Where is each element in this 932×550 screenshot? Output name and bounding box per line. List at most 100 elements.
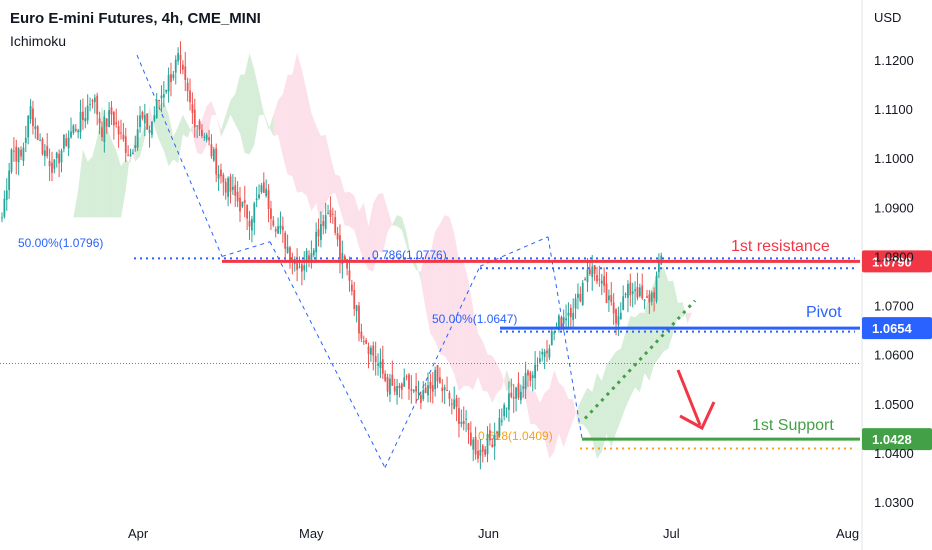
candle-body <box>358 305 360 334</box>
candle-body <box>132 152 134 155</box>
candle-body <box>41 138 44 155</box>
candle-body <box>239 197 241 212</box>
candle-body <box>408 374 410 390</box>
cloud-segment <box>692 293 697 313</box>
candle-body <box>567 312 570 316</box>
cloud-segment <box>577 396 583 425</box>
cloud-segment <box>130 134 136 164</box>
candle-body <box>215 148 218 175</box>
candle-body <box>510 392 513 397</box>
cloud-segment <box>278 94 283 157</box>
candle-body <box>84 118 87 122</box>
candle-body <box>53 159 56 169</box>
candle-body <box>458 408 460 425</box>
cloud-segment <box>240 74 245 154</box>
cloud-segment <box>473 308 478 390</box>
cloud-segment <box>263 112 269 130</box>
candle-body <box>10 149 13 172</box>
candle-body <box>650 292 653 302</box>
cloud-segment <box>159 101 164 151</box>
candle-body <box>272 220 275 226</box>
candle-body <box>222 174 225 183</box>
candle-body <box>596 275 598 282</box>
level-name-label: 1st Support <box>752 417 834 434</box>
candle-body <box>112 111 115 126</box>
candle-body <box>572 312 575 320</box>
cloud-segment <box>406 232 412 261</box>
candle-body <box>98 118 101 124</box>
candle-body <box>346 259 348 269</box>
candle-body <box>129 154 132 156</box>
candle-body <box>519 392 522 401</box>
candle-body <box>298 266 301 268</box>
candle-body <box>151 121 153 135</box>
cloud-segment <box>173 126 179 164</box>
candle-body <box>236 191 239 202</box>
cloud-segment <box>625 315 631 408</box>
cloud-segment <box>435 223 440 355</box>
cloud-segment <box>359 202 364 261</box>
cloud-segment <box>597 373 602 459</box>
cloud-segment <box>573 399 578 425</box>
cloud-segment <box>592 373 597 459</box>
cloud-segment <box>178 114 183 164</box>
candle-body <box>165 89 168 93</box>
candle-body <box>62 134 65 149</box>
candles <box>1 41 663 470</box>
candle-body <box>377 363 379 366</box>
candle-body <box>174 59 177 73</box>
candle-body <box>229 176 232 192</box>
candle-body <box>396 385 398 395</box>
cloud-segment <box>568 398 574 433</box>
cloud-segment <box>140 125 145 157</box>
cloud-segment <box>216 114 221 138</box>
cloud-segment <box>182 114 188 138</box>
cloud-segment <box>501 369 507 392</box>
candle-body <box>419 395 422 403</box>
candle-body <box>469 432 472 445</box>
candle-body <box>550 331 553 346</box>
candle-body <box>569 308 572 318</box>
candle-body <box>220 169 222 177</box>
candle-body <box>103 116 106 142</box>
candle-body <box>503 404 506 417</box>
candle-body <box>524 373 527 390</box>
candle-body <box>110 107 113 115</box>
cloud-segment <box>339 176 345 226</box>
candle-body <box>619 312 622 320</box>
cloud-segment <box>587 387 593 440</box>
candle-body <box>17 148 20 163</box>
candle-body <box>631 291 634 294</box>
candle-body <box>315 231 318 253</box>
cloud-segment <box>235 74 240 134</box>
chart-title: Euro E-mini Futures, 4h, CME_MINI <box>10 10 261 27</box>
candle-body <box>160 95 163 99</box>
candle-body <box>300 264 303 272</box>
candle-body <box>481 445 484 452</box>
cloud-segment <box>397 215 402 231</box>
candle-body <box>24 137 27 144</box>
candle-body <box>89 103 91 105</box>
time-axis: Apr May Jun Jul Aug <box>128 526 859 541</box>
candle-body <box>255 198 258 201</box>
candle-body <box>203 136 206 138</box>
candle-body <box>186 82 189 92</box>
candle-body <box>491 444 494 448</box>
candle-body <box>96 95 99 115</box>
candle-body <box>558 315 560 330</box>
candle-body <box>91 100 94 102</box>
candle-body <box>20 149 22 157</box>
candle-body <box>170 74 172 82</box>
candle-body <box>227 178 229 197</box>
candle-body <box>210 144 213 157</box>
cloud-segment <box>487 354 493 403</box>
candle-body <box>424 387 427 393</box>
pattern-line <box>384 266 481 468</box>
candle-body <box>77 130 80 133</box>
candle-body <box>350 284 353 292</box>
cloud-segment <box>677 302 683 318</box>
y-tick-label: 1.0400 <box>874 446 914 461</box>
cloud-segment <box>349 191 355 231</box>
cloud-segment <box>606 358 612 448</box>
